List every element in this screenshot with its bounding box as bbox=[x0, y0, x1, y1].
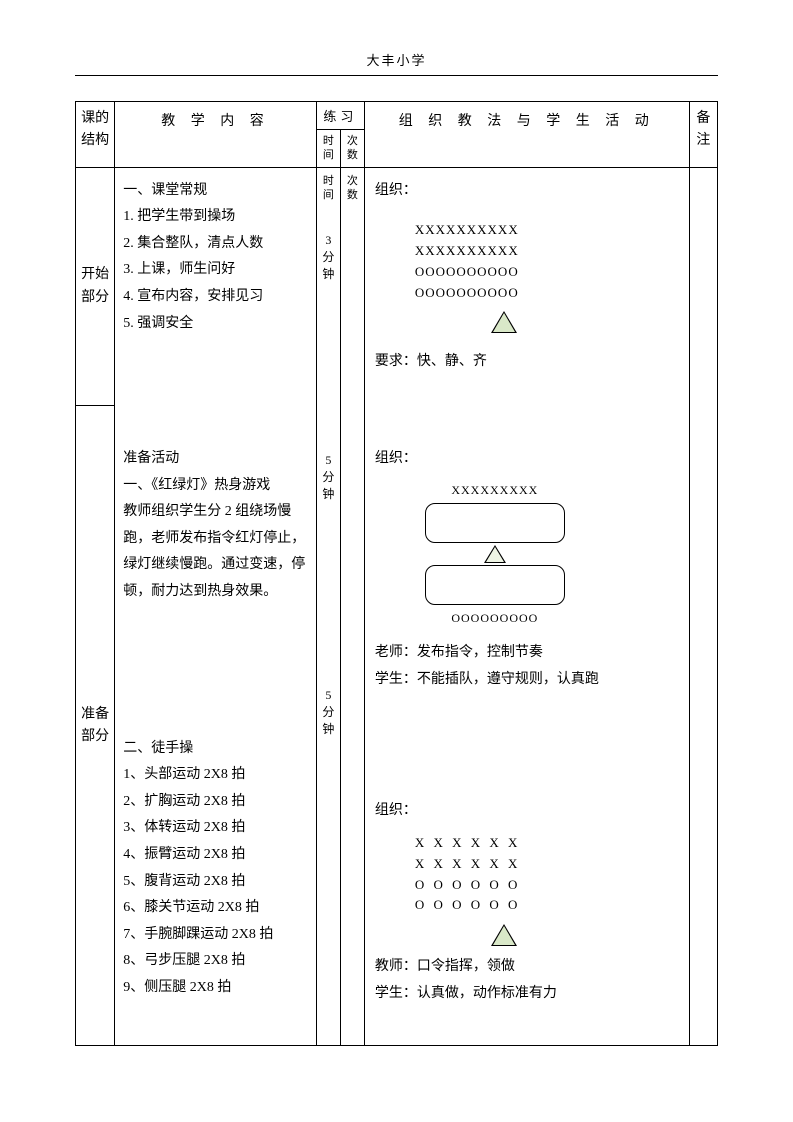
formation-row: O O O O O O bbox=[415, 875, 679, 896]
org-label: 组织： bbox=[375, 446, 679, 473]
prepare2-item: 8、弓步压腿 2X8 拍 bbox=[123, 948, 308, 975]
start-item: 4. 宣布内容，安排见习 bbox=[123, 284, 308, 311]
formation-row: OOOOOOOOO bbox=[425, 607, 565, 630]
prepare2-item: 3、体转运动 2X8 拍 bbox=[123, 815, 308, 842]
prepare2-title: 二、徒手操 bbox=[123, 736, 308, 763]
note-cell bbox=[689, 406, 717, 1046]
start-item: 5. 强调安全 bbox=[123, 311, 308, 338]
header-content: 教 学 内 容 bbox=[115, 102, 317, 168]
formation-row: XXXXXXXXX bbox=[425, 479, 565, 502]
content-prepare: 准备活动 一、《红绿灯》热身游戏 教师组织学生分 2 组绕场慢跑，老师发布指令红… bbox=[115, 406, 317, 1046]
formation-row: X X X X X X bbox=[415, 833, 679, 854]
formation-row: O O O O O O bbox=[415, 895, 679, 916]
teacher-note: 教师：口令指挥，领做 bbox=[375, 954, 679, 981]
header-note: 备注 bbox=[689, 102, 717, 168]
content-start: 一、课堂常规 1. 把学生带到操场 2. 集合整队，清点人数 3. 上课，师生问… bbox=[115, 167, 317, 406]
formation-diagram: XXXXXXXXXX XXXXXXXXXX OOOOOOOOOO OOOOOOO… bbox=[415, 220, 679, 303]
header-practice: 练习 bbox=[316, 102, 364, 130]
formation-row: XXXXXXXXXX bbox=[415, 241, 679, 262]
count-col: 次数 bbox=[340, 167, 364, 406]
note-cell bbox=[689, 167, 717, 406]
start-item: 2. 集合整队，清点人数 bbox=[123, 231, 308, 258]
prepare2-item: 2、扩胸运动 2X8 拍 bbox=[123, 789, 308, 816]
header-section: 课的结构 bbox=[76, 102, 115, 168]
prepare-body: 教师组织学生分 2 组绕场慢跑，老师发布指令红灯停止，绿灯继续慢跑。通过变速，停… bbox=[123, 499, 308, 605]
prepare-title: 准备活动 bbox=[123, 446, 308, 473]
rect-box bbox=[425, 503, 565, 543]
student-note: 学生：认真做，动作标准有力 bbox=[375, 981, 679, 1008]
header-count: 次数 bbox=[340, 130, 364, 168]
count-col-prepare bbox=[340, 406, 364, 1046]
teacher-note: 老师：发布指令，控制节奏 bbox=[375, 640, 679, 667]
start-item: 1. 把学生带到操场 bbox=[123, 204, 308, 231]
org-label: 组织： bbox=[375, 178, 679, 205]
formation-row: XXXXXXXXXX bbox=[415, 220, 679, 241]
lesson-plan-table: 课的结构 教 学 内 容 练习 组 织 教 法 与 学 生 活 动 备注 时间 … bbox=[75, 101, 718, 1046]
formation-diagram-2: XXXXXXXXX OOOOOOOOO bbox=[425, 479, 679, 631]
formation-diagram-3: X X X X X X X X X X X X O O O O O O O O … bbox=[415, 833, 679, 916]
section-start: 开始部分 bbox=[76, 167, 115, 406]
prepare-sub: 一、《红绿灯》热身游戏 bbox=[123, 473, 308, 500]
prepare2-item: 9、侧压腿 2X8 拍 bbox=[123, 975, 308, 1002]
header-activity: 组 织 教 法 与 学 生 活 动 bbox=[364, 102, 689, 168]
activity-start: 组织： XXXXXXXXXX XXXXXXXXXX OOOOOOOOOO OOO… bbox=[364, 167, 689, 406]
requirement: 要求：快、静、齐 bbox=[375, 349, 679, 376]
section-prepare: 准备部分 bbox=[76, 406, 115, 1046]
header-time: 时间 bbox=[316, 130, 340, 168]
formation-row: OOOOOOOOOO bbox=[415, 262, 679, 283]
triangle-icon bbox=[491, 311, 517, 333]
prepare2-item: 4、振臂运动 2X8 拍 bbox=[123, 842, 308, 869]
time-col-prepare: 5分钟 5分钟 bbox=[316, 406, 340, 1046]
prepare2-item: 6、膝关节运动 2X8 拍 bbox=[123, 895, 308, 922]
prepare2-item: 7、手腕脚踝运动 2X8 拍 bbox=[123, 922, 308, 949]
formation-row: X X X X X X bbox=[415, 854, 679, 875]
formation-row: OOOOOOOOOO bbox=[415, 283, 679, 304]
activity-prepare: 组织： XXXXXXXXX OOOOOOOOO 老师：发布指令，控制节奏 学生：… bbox=[364, 406, 689, 1046]
triangle-icon bbox=[491, 924, 517, 946]
triangle-icon bbox=[484, 545, 506, 563]
page-header: 大丰小学 bbox=[75, 50, 718, 76]
start-item: 3. 上课，师生问好 bbox=[123, 257, 308, 284]
rect-box bbox=[425, 565, 565, 605]
prepare2-item: 1、头部运动 2X8 拍 bbox=[123, 762, 308, 789]
org-label: 组织： bbox=[375, 798, 679, 825]
student-note: 学生：不能插队，遵守规则，认真跑 bbox=[375, 667, 679, 694]
time-col: 时间 3分钟 bbox=[316, 167, 340, 406]
prepare2-item: 5、腹背运动 2X8 拍 bbox=[123, 869, 308, 896]
start-title: 一、课堂常规 bbox=[123, 178, 308, 205]
